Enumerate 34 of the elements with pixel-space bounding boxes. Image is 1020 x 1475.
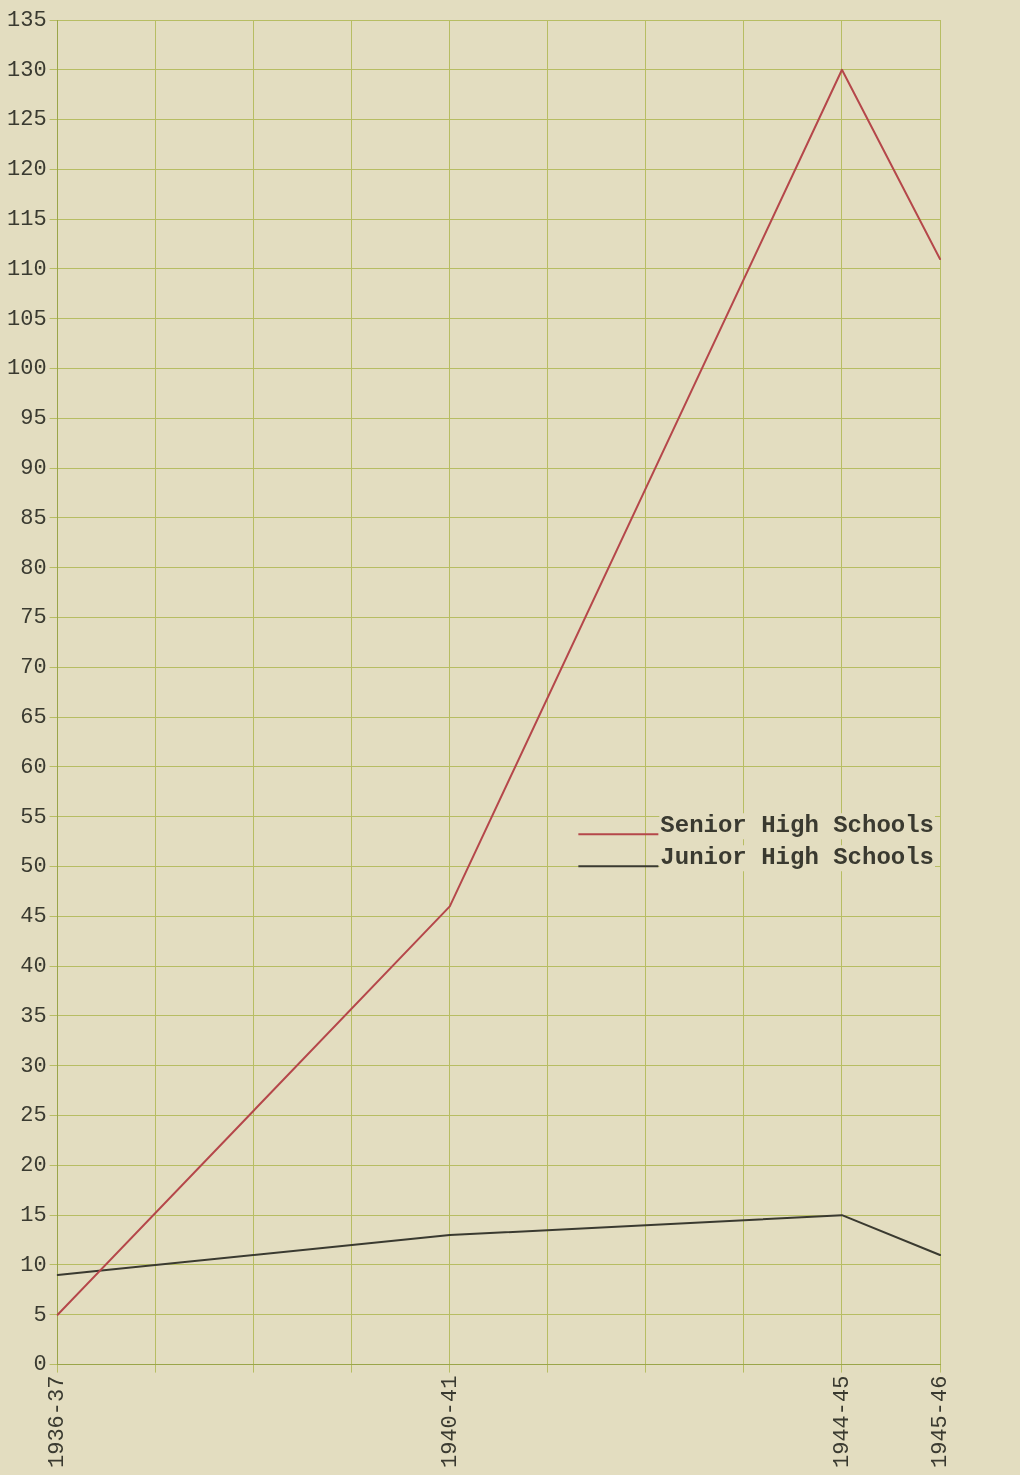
- y-tick-label: 80: [20, 555, 47, 581]
- y-tick-label: 5: [33, 1302, 47, 1328]
- y-tick-label: 70: [20, 655, 47, 681]
- y-tick-label: 120: [7, 157, 47, 183]
- y-tick-label: 65: [20, 705, 47, 731]
- y-tick-label: 10: [20, 1252, 47, 1278]
- y-tick-label: 15: [20, 1203, 47, 1229]
- y-tick-label: 35: [20, 1003, 47, 1029]
- y-tick-label: 30: [20, 1053, 47, 1079]
- y-tick-label: 45: [20, 904, 47, 930]
- y-tick-label: 40: [20, 954, 47, 980]
- x-tick-label: 1945-46: [927, 1375, 953, 1469]
- legend-label: Junior High Schools: [660, 844, 935, 872]
- y-tick-label: 20: [20, 1153, 47, 1179]
- y-tick-label: 95: [20, 406, 47, 432]
- y-tick-label: 50: [20, 854, 47, 880]
- y-tick-label: 115: [7, 207, 47, 233]
- y-tick-label: 100: [7, 356, 47, 382]
- x-tick-label: 1940-41: [437, 1375, 463, 1469]
- y-tick-label: 0: [33, 1352, 47, 1378]
- y-tick-label: 25: [20, 1103, 47, 1129]
- y-tick-label: 125: [7, 107, 47, 133]
- y-tick-label: 105: [7, 306, 47, 332]
- y-tick-label: 75: [20, 605, 47, 631]
- y-tick-label: 60: [20, 754, 47, 780]
- y-tick-label: 130: [7, 57, 47, 83]
- x-tick-label: 1936-37: [45, 1375, 71, 1469]
- y-tick-label: 90: [20, 456, 47, 482]
- y-tick-label: 85: [20, 505, 47, 531]
- legend-label: Senior High Schools: [660, 812, 935, 840]
- y-tick-label: 110: [7, 256, 47, 282]
- y-tick-label: 55: [20, 804, 47, 830]
- x-tick-label: 1944-45: [829, 1375, 855, 1469]
- y-tick-label: 135: [7, 7, 47, 33]
